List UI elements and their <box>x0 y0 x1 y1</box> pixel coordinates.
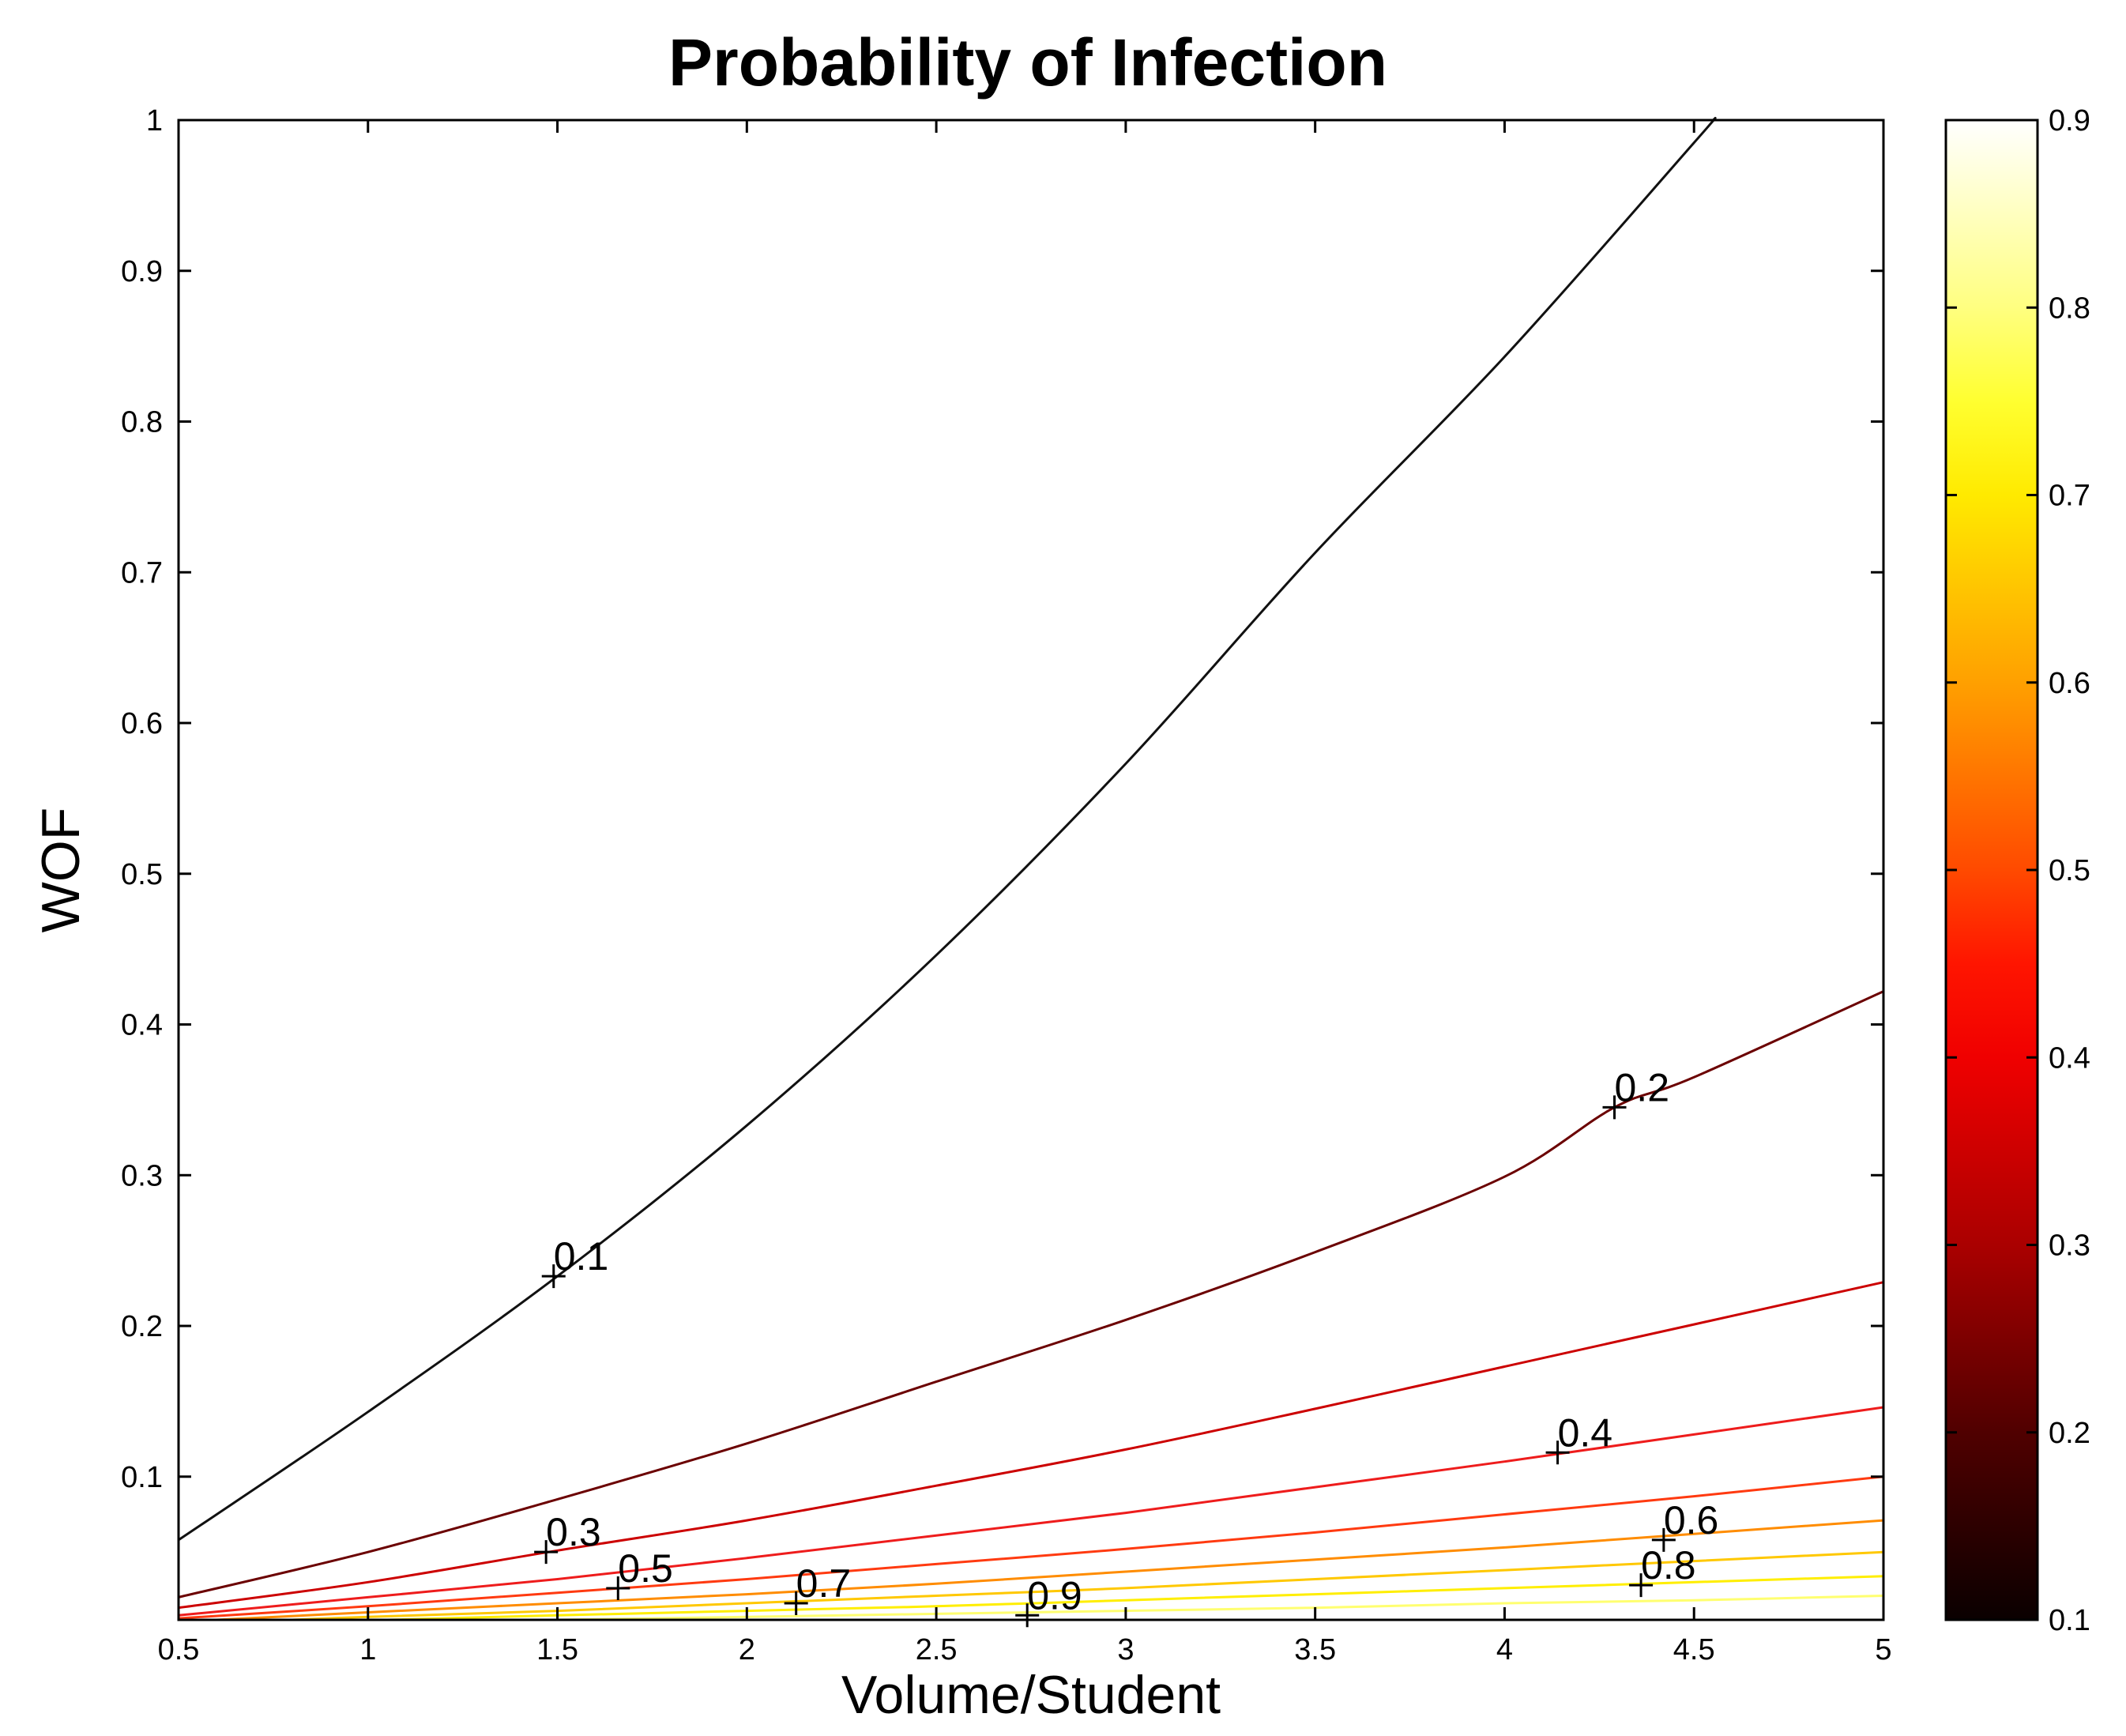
y-tick-label: 0.4 <box>121 1009 163 1042</box>
colorbar-tick-label: 0.6 <box>2049 667 2090 700</box>
plot-area <box>179 120 1883 1620</box>
colorbar-tick-label: 0.3 <box>2049 1230 2090 1263</box>
contour-label-marker-0-6 <box>1651 1527 1676 1552</box>
contour-label-marker-0-3 <box>534 1540 559 1565</box>
contour-labels: 0.1 0.2 0.3 0.4 0.5 0.6 0.7 0.8 0.9 <box>534 1065 1719 1628</box>
contour-label-0-8: 0.8 <box>1641 1543 1696 1587</box>
x-tick-label: 2.5 <box>916 1633 958 1666</box>
contour-label-0-4: 0.4 <box>1558 1410 1613 1455</box>
contour-label-0-7: 0.7 <box>796 1561 852 1606</box>
plot-frame <box>177 119 1885 1621</box>
y-tick-label: 1 <box>146 104 163 137</box>
x-axis-label: Volume/Student <box>841 1665 1221 1725</box>
x-tick-label: 0.5 <box>158 1633 200 1666</box>
contour-label-marker-0-8 <box>1629 1573 1654 1598</box>
y-tick-label: 0.1 <box>121 1461 163 1494</box>
contour-label-marker-0-4 <box>1545 1440 1570 1465</box>
contour-line-0-1 <box>178 116 1717 1542</box>
x-tick-label: 3.5 <box>1294 1633 1336 1666</box>
contour-line-0-4 <box>178 1406 1884 1617</box>
contour-label-0-2: 0.2 <box>1615 1065 1670 1109</box>
x-axis-ticks: 0.5 1 1.5 2 2.5 3 3.5 4 4.5 5 <box>158 120 1892 1666</box>
y-tick-label: 0.9 <box>121 255 163 288</box>
contour-line-0-5 <box>178 1475 1884 1620</box>
contour-label-marker-0-7 <box>784 1591 808 1616</box>
y-tick-label: 0.5 <box>121 858 163 891</box>
contour-label-marker-0-5 <box>606 1576 630 1600</box>
colorbar-tick-label: 0.5 <box>2049 854 2090 887</box>
x-tick-label: 4.5 <box>1673 1633 1715 1666</box>
y-axis-label: WOF <box>31 808 91 933</box>
colorbar-tick-label: 0.4 <box>2049 1041 2090 1075</box>
contour-label-0-5: 0.5 <box>618 1546 673 1591</box>
colorbar-tick-label: 0.8 <box>2049 292 2090 325</box>
chart-title: Probability of Infection <box>668 25 1387 100</box>
contour-line-0-6 <box>216 1519 1884 1621</box>
colorbar <box>1946 120 2038 1620</box>
contour-label-marker-0-1 <box>541 1264 566 1289</box>
contour-line-0-9 <box>557 1595 1884 1621</box>
x-tick-label: 4 <box>1496 1633 1513 1666</box>
colorbar-tick-label: 0.9 <box>2049 104 2090 137</box>
contour-label-0-3: 0.3 <box>546 1510 601 1554</box>
x-tick-label: 2 <box>739 1633 755 1666</box>
contour-lines <box>178 116 1884 1621</box>
x-tick-label: 1 <box>359 1633 376 1666</box>
colorbar-tick-label: 0.1 <box>2049 1604 2090 1637</box>
y-axis-ticks: 0.1 0.2 0.3 0.4 0.5 0.6 0.7 0.8 0.9 1 <box>121 104 1883 1494</box>
contour-label-0-6: 0.6 <box>1664 1498 1719 1542</box>
x-tick-label: 1.5 <box>536 1633 578 1666</box>
contour-label-marker-0-9 <box>1015 1603 1040 1628</box>
contour-line-0-7 <box>292 1550 1884 1621</box>
y-tick-label: 0.7 <box>121 556 163 589</box>
colorbar-tick-label: 0.2 <box>2049 1417 2090 1450</box>
contour-label-marker-0-2 <box>1602 1095 1627 1120</box>
x-tick-label: 3 <box>1117 1633 1134 1666</box>
colorbar-tick-label: 0.7 <box>2049 480 2090 513</box>
x-tick-label: 5 <box>1875 1633 1891 1666</box>
contour-line-0-2 <box>178 990 1884 1599</box>
y-tick-label: 0.3 <box>121 1159 163 1192</box>
contour-label-0-9: 0.9 <box>1027 1573 1082 1617</box>
colorbar-ticks: 0.1 0.2 0.3 0.4 0.5 0.6 0.7 0.8 0.9 <box>1946 104 2090 1637</box>
y-tick-label: 0.8 <box>121 406 163 439</box>
y-tick-label: 0.2 <box>121 1310 163 1343</box>
y-tick-label: 0.6 <box>121 707 163 740</box>
contour-line-0-3 <box>178 1281 1884 1610</box>
contour-label-0-1: 0.1 <box>554 1234 609 1278</box>
